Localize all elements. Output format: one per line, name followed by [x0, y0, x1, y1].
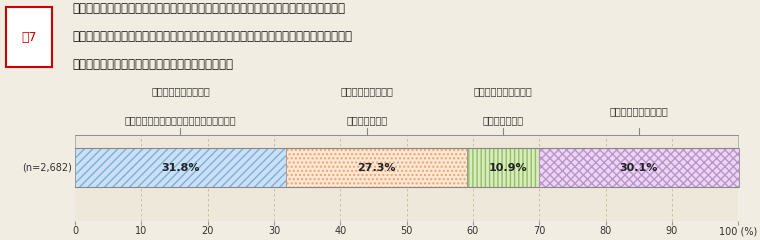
Text: のみ知っていた: のみ知っていた [347, 115, 388, 125]
Bar [75, 149, 286, 187]
Text: 図7: 図7 [21, 31, 36, 44]
Text: 倫理審査会のもの（通年開設しているもの）とがありますが、このアンケートが届く前に: 倫理審査会のもの（通年開設しているもの）とがありますが、このアンケートが届く前に [72, 30, 352, 43]
Bar [540, 149, 739, 187]
Bar [286, 149, 467, 187]
Text: 倫理審査会の通報窓口の両方を知っていた: 倫理審査会の通報窓口の両方を知っていた [125, 115, 236, 125]
Text: どちらも知らなかった: どちらも知らなかった [610, 106, 668, 116]
Text: 所属府省の通報窓口: 所属府省の通報窓口 [340, 86, 393, 96]
Bar [467, 149, 540, 187]
Bar [540, 149, 739, 187]
Text: 27.3%: 27.3% [357, 163, 396, 173]
Bar [75, 135, 738, 149]
Text: 30.1%: 30.1% [619, 163, 657, 173]
Text: 倫理審査会の通報窓口: 倫理審査会の通報窓口 [473, 86, 532, 96]
Text: 所属府省の通報窓口と: 所属府省の通報窓口と [151, 86, 210, 96]
Bar [286, 149, 467, 187]
Text: これらが設けられていることを知っていましたか。: これらが設けられていることを知っていましたか。 [72, 58, 233, 71]
Bar [75, 187, 738, 221]
Text: 倫理法・倫理規程に違反すると疑われる行為についての通報窓口には、各府省のものと: 倫理法・倫理規程に違反すると疑われる行為についての通報窓口には、各府省のものと [72, 2, 345, 15]
Text: のみ知っていた: のみ知っていた [482, 115, 524, 125]
Text: (n=2,682): (n=2,682) [22, 163, 71, 173]
Text: 31.8%: 31.8% [161, 163, 200, 173]
Bar [467, 149, 540, 187]
Bar [75, 149, 286, 187]
Text: 10.9%: 10.9% [489, 163, 527, 173]
